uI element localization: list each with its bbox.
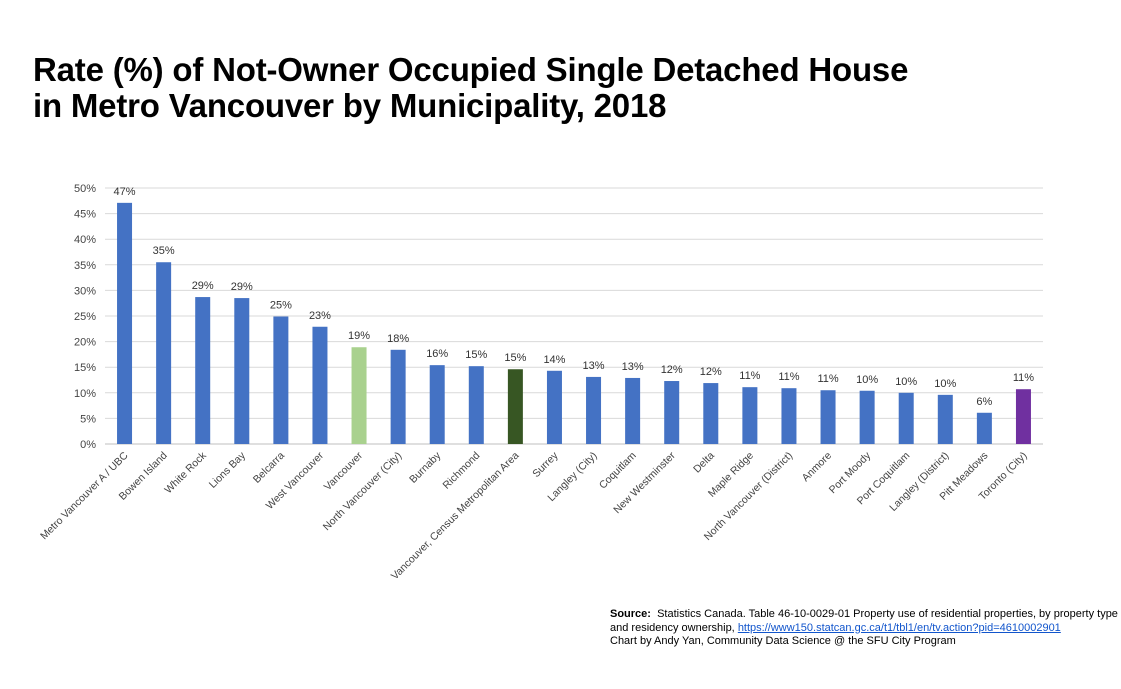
data-label: 15% bbox=[504, 352, 526, 364]
y-tick-label: 30% bbox=[74, 285, 96, 297]
x-tick-label: Lions Bay bbox=[207, 449, 249, 491]
data-label: 25% bbox=[270, 300, 292, 312]
data-label: 23% bbox=[309, 310, 331, 322]
data-label: 19% bbox=[348, 330, 370, 342]
data-label: 11% bbox=[778, 371, 799, 383]
bar bbox=[898, 392, 914, 444]
data-label: 13% bbox=[583, 360, 605, 372]
x-tick-label: Surrey bbox=[530, 449, 561, 480]
data-label: 10% bbox=[856, 374, 878, 386]
bar bbox=[976, 412, 992, 444]
data-label: 16% bbox=[426, 348, 448, 360]
chart-credit: Chart by Andy Yan, Community Data Scienc… bbox=[610, 635, 956, 647]
data-label: 35% bbox=[153, 245, 175, 257]
source-text: Statistics Canada. Table 46-10-0029-01 P… bbox=[610, 608, 1118, 634]
x-tick-label: Delta bbox=[691, 450, 717, 476]
x-tick-label: Burnaby bbox=[407, 449, 444, 486]
data-label: 12% bbox=[661, 364, 683, 376]
bar bbox=[429, 365, 445, 444]
bar bbox=[312, 326, 328, 444]
bar bbox=[781, 388, 797, 444]
data-label: 18% bbox=[387, 333, 409, 345]
bar bbox=[703, 383, 719, 444]
data-label: 6% bbox=[976, 396, 992, 408]
bar bbox=[625, 377, 641, 444]
bar bbox=[820, 390, 836, 444]
y-tick-label: 5% bbox=[80, 413, 96, 425]
data-label: 12% bbox=[700, 366, 722, 378]
source-label: Source: bbox=[610, 608, 651, 620]
data-label: 14% bbox=[543, 354, 565, 366]
source-note: Source: Statistics Canada. Table 46-10-0… bbox=[610, 608, 1121, 649]
y-tick-label: 10% bbox=[74, 388, 96, 400]
chart-title-line-2: in Metro Vancouver by Municipality, 2018 bbox=[33, 87, 667, 124]
bar bbox=[468, 366, 484, 444]
y-tick-label: 20% bbox=[74, 337, 96, 349]
y-tick-label: 35% bbox=[74, 260, 96, 272]
y-tick-label: 0% bbox=[80, 439, 96, 451]
bar bbox=[156, 262, 172, 444]
data-label: 11% bbox=[1013, 372, 1034, 384]
bar bbox=[195, 297, 211, 444]
bar bbox=[507, 369, 523, 444]
bar bbox=[273, 316, 289, 444]
bar bbox=[664, 381, 680, 444]
x-tick-label: Belcarra bbox=[251, 450, 287, 486]
data-label: 15% bbox=[465, 349, 487, 361]
bar bbox=[390, 349, 406, 444]
data-label: 47% bbox=[114, 186, 136, 198]
source-link[interactable]: https://www150.statcan.gc.ca/t1/tbl1/en/… bbox=[737, 621, 1061, 634]
data-label: 29% bbox=[192, 280, 214, 292]
y-tick-label: 50% bbox=[74, 183, 96, 195]
data-label: 13% bbox=[622, 361, 644, 373]
bar bbox=[937, 394, 953, 444]
bar bbox=[117, 202, 133, 444]
bar bbox=[859, 390, 875, 444]
x-tick-label: Anmore bbox=[800, 450, 835, 485]
bar-chart: 0%5%10%15%20%25%30%35%40%45%50% 47%Metro … bbox=[38, 183, 1043, 582]
bar bbox=[351, 347, 367, 444]
x-tick-label: White Rock bbox=[162, 449, 209, 496]
bar bbox=[586, 376, 602, 444]
y-tick-label: 40% bbox=[74, 234, 96, 246]
x-tick-label: North Vancouver (City) bbox=[321, 450, 404, 533]
data-label: 11% bbox=[739, 370, 760, 382]
bar bbox=[546, 370, 562, 444]
data-label: 10% bbox=[895, 376, 917, 388]
data-label: 29% bbox=[231, 281, 253, 293]
y-tick-label: 25% bbox=[74, 311, 96, 323]
y-tick-label: 45% bbox=[74, 209, 96, 221]
data-label: 11% bbox=[817, 373, 838, 385]
data-label: 10% bbox=[934, 378, 956, 390]
chart-title: Rate (%) of Not-Owner Occupied Single De… bbox=[33, 52, 908, 124]
y-tick-label: 15% bbox=[74, 362, 96, 374]
bar bbox=[742, 387, 758, 444]
bar bbox=[234, 298, 250, 444]
chart-title-line-1: Rate (%) of Not-Owner Occupied Single De… bbox=[33, 51, 909, 88]
bar bbox=[1015, 389, 1031, 444]
